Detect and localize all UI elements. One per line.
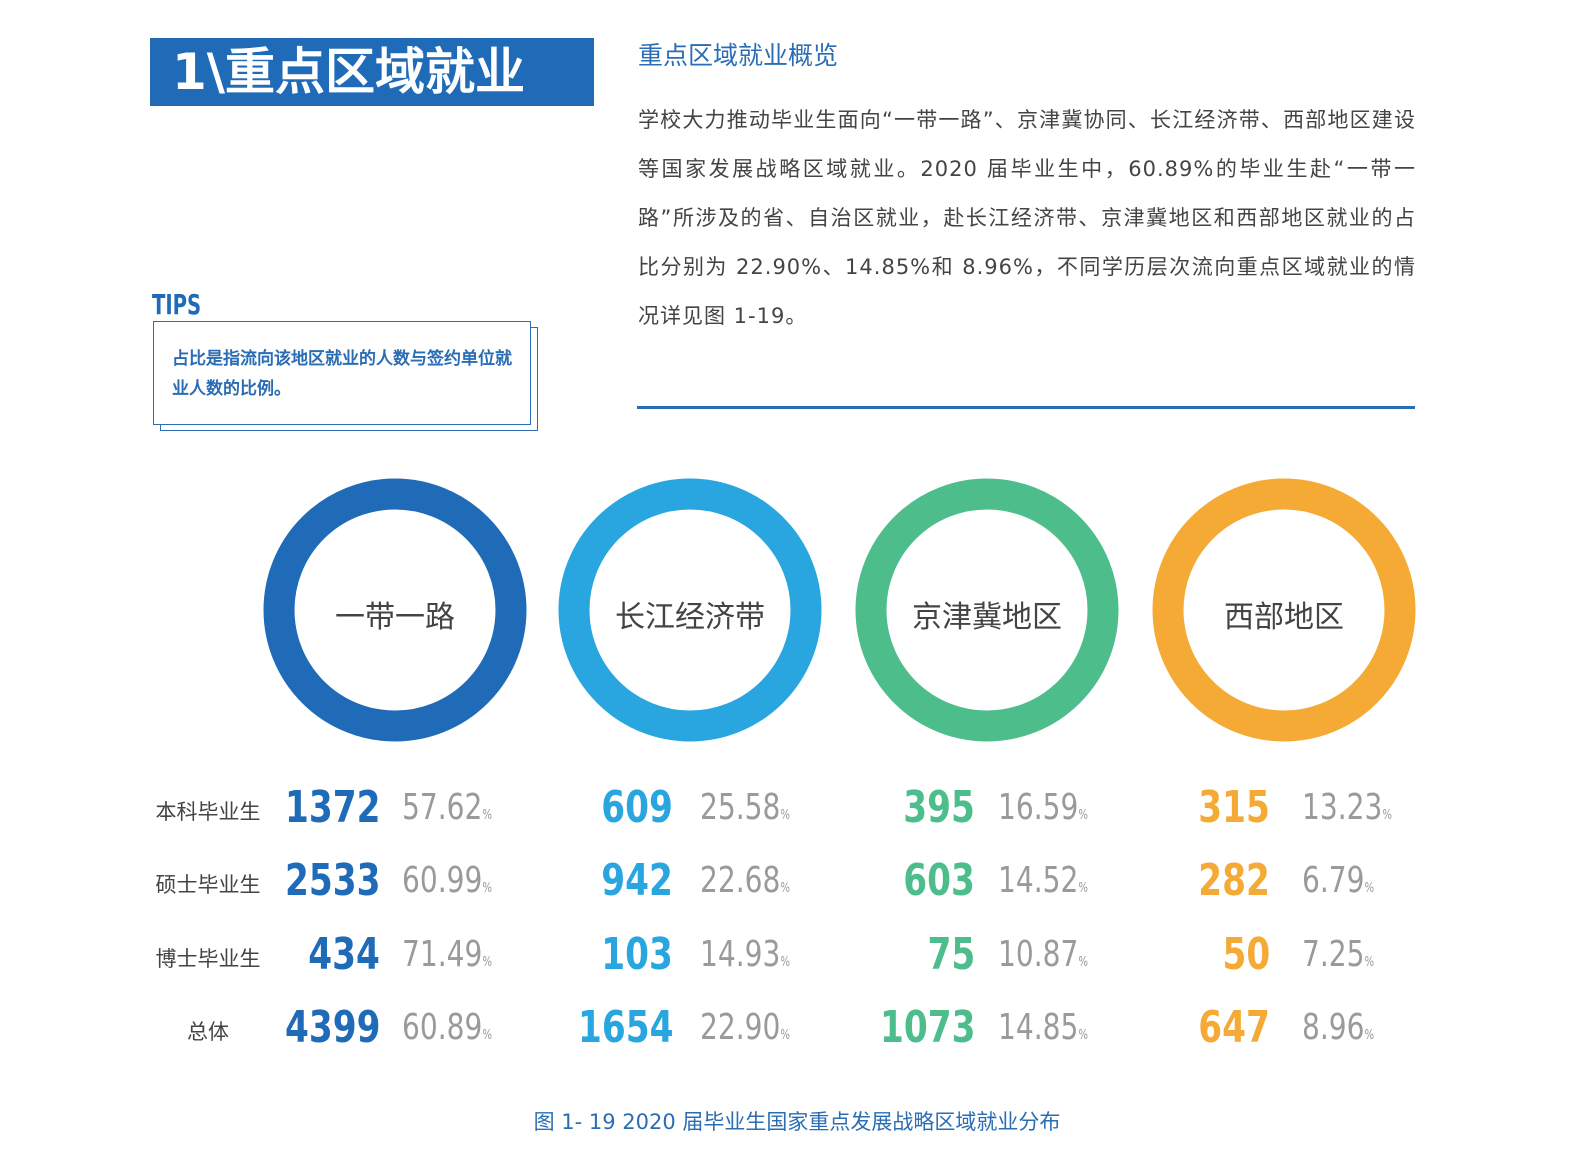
ring (263, 478, 527, 742)
percent: 22.68% (700, 860, 790, 901)
percent-value: 7.25 (1302, 934, 1365, 975)
row-label: 硕士毕业生 (155, 873, 261, 897)
section-title: 1\重点区域就业 (150, 38, 594, 106)
count: 75 (927, 929, 975, 980)
percent: 6.79% (1302, 860, 1374, 901)
count: 1372 (284, 782, 380, 833)
count: 395 (903, 782, 975, 833)
percent-value: 10.87 (998, 934, 1079, 975)
ring (855, 478, 1119, 742)
percent-unit: % (1364, 955, 1375, 970)
percent-unit: % (1364, 1028, 1375, 1043)
percent-value: 22.68 (700, 860, 781, 901)
tips-text: 占比是指流向该地区就业的人数与签约单位就业人数的比例。 (172, 349, 512, 399)
percent: 25.58% (700, 787, 790, 828)
percent: 60.89% (402, 1007, 492, 1048)
percent: 14.85% (998, 1007, 1088, 1048)
count: 1073 (879, 1002, 975, 1053)
count: 609 (601, 782, 673, 833)
count: 647 (1198, 1002, 1270, 1053)
percent-unit: % (482, 808, 493, 823)
count: 315 (1198, 782, 1270, 833)
percent-value: 14.85 (998, 1007, 1079, 1048)
percent-value: 13.23 (1302, 787, 1383, 828)
percent: 14.93% (700, 934, 790, 975)
percent-value: 60.99 (402, 860, 483, 901)
count: 1654 (577, 1002, 673, 1053)
count: 4399 (284, 1002, 380, 1053)
percent-unit: % (1364, 881, 1375, 896)
divider (637, 406, 1415, 409)
percent: 13.23% (1302, 787, 1392, 828)
percent-unit: % (482, 955, 493, 970)
percent: 60.99% (402, 860, 492, 901)
row-label: 总体 (187, 1020, 229, 1044)
percent: 8.96% (1302, 1007, 1374, 1048)
row-label: 本科毕业生 (155, 800, 261, 824)
percent: 10.87% (998, 934, 1088, 975)
row-label: 博士毕业生 (155, 947, 261, 971)
percent-value: 14.52 (998, 860, 1079, 901)
percent-value: 16.59 (998, 787, 1079, 828)
percent-value: 71.49 (402, 934, 483, 975)
overview-paragraph: 学校大力推动毕业生面向“一带一路”、京津冀协同、长江经济带、西部地区建设等国家发… (638, 108, 1416, 328)
count: 2533 (284, 855, 380, 906)
count: 942 (601, 855, 673, 906)
percent-unit: % (1078, 808, 1089, 823)
percent: 7.25% (1302, 934, 1374, 975)
figure-caption: 图 1- 19 2020 届毕业生国家重点发展战略区域就业分布 (533, 1110, 1061, 1134)
percent: 22.90% (700, 1007, 790, 1048)
percent-unit: % (1078, 955, 1089, 970)
region-name: 长江经济带 (615, 600, 765, 635)
tips-label: TIPS (152, 288, 202, 321)
percent-value: 14.93 (700, 934, 781, 975)
percent-unit: % (1382, 808, 1393, 823)
count: 603 (903, 855, 975, 906)
count: 103 (601, 929, 673, 980)
count: 282 (1198, 855, 1270, 906)
count: 434 (308, 929, 380, 980)
percent-unit: % (780, 1028, 791, 1043)
percent-unit: % (1078, 881, 1089, 896)
percent-value: 8.96 (1302, 1007, 1365, 1048)
percent: 16.59% (998, 787, 1088, 828)
count: 50 (1222, 929, 1270, 980)
percent-value: 57.62 (402, 787, 483, 828)
region-name: 西部地区 (1224, 600, 1344, 635)
percent-unit: % (482, 1028, 493, 1043)
percent-value: 22.90 (700, 1007, 781, 1048)
percent-unit: % (780, 808, 791, 823)
region-name: 一带一路 (335, 600, 455, 635)
percent: 14.52% (998, 860, 1088, 901)
percent: 71.49% (402, 934, 492, 975)
ring (1152, 478, 1416, 742)
percent-unit: % (780, 955, 791, 970)
percent-unit: % (780, 881, 791, 896)
percent-value: 25.58 (700, 787, 781, 828)
overview-title: 重点区域就业概览 (638, 41, 839, 70)
percent-value: 6.79 (1302, 860, 1365, 901)
percent-unit: % (1078, 1028, 1089, 1043)
ring (558, 478, 822, 742)
region-name: 京津冀地区 (912, 600, 1062, 635)
rings (263, 478, 1416, 742)
percent: 57.62% (402, 787, 492, 828)
percent-value: 60.89 (402, 1007, 483, 1048)
percent-unit: % (482, 881, 493, 896)
tips-box (153, 321, 531, 425)
